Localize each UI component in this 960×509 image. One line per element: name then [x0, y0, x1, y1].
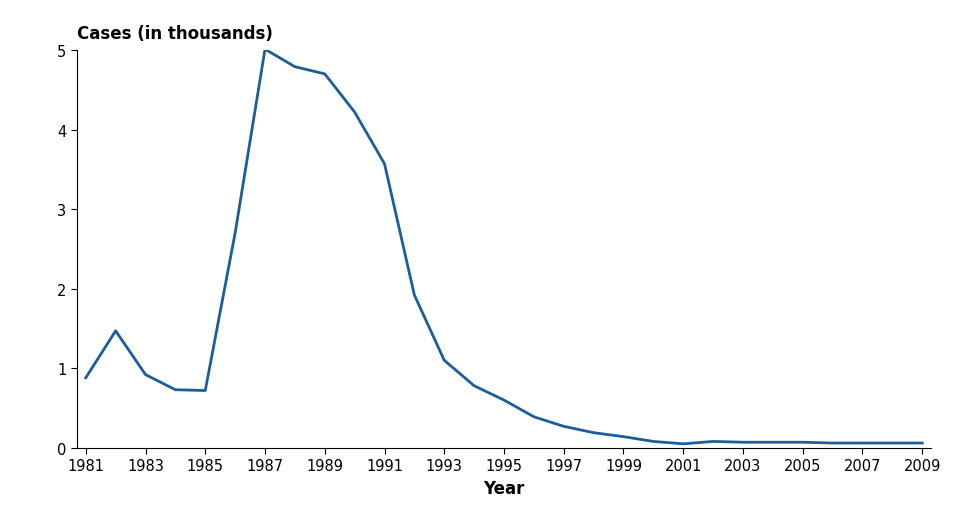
- X-axis label: Year: Year: [483, 479, 525, 497]
- Text: Cases (in thousands): Cases (in thousands): [77, 25, 273, 43]
